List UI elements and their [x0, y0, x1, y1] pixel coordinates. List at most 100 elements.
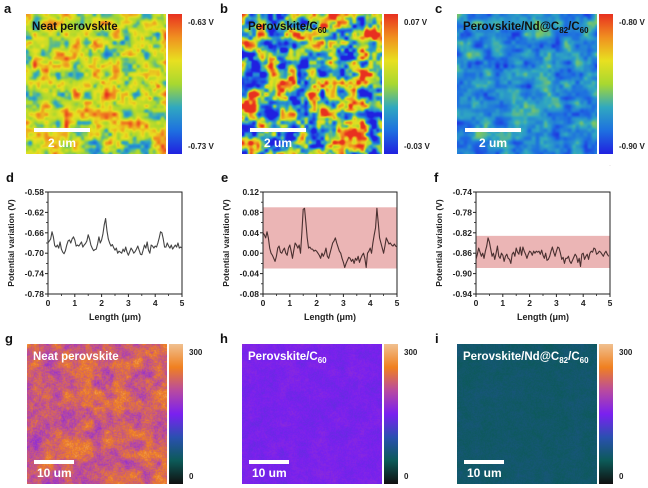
data-point — [325, 247, 327, 249]
data-point — [531, 254, 533, 256]
x-tick-label: 2 — [99, 298, 104, 308]
data-point — [123, 251, 125, 253]
panel-letter: e — [221, 170, 228, 185]
data-point — [334, 237, 336, 239]
map-image — [242, 14, 382, 154]
data-point — [169, 247, 171, 249]
scale-bar-label: 2 um — [479, 136, 508, 150]
data-point — [549, 255, 551, 257]
colorbar-max-label: 300 — [619, 348, 633, 357]
data-point — [280, 251, 281, 253]
data-point — [79, 243, 81, 245]
data-point — [296, 244, 297, 246]
data-point — [507, 257, 509, 259]
data-point — [530, 251, 532, 253]
data-point — [534, 252, 536, 254]
scale-bar — [465, 128, 521, 132]
x-axis-label: Length (μm) — [304, 312, 356, 322]
data-point — [107, 238, 109, 240]
data-point — [391, 244, 393, 246]
kpfm-map: Perovskite/C60 2 um — [242, 14, 382, 154]
map-sample-label: Neat perovskite — [33, 351, 119, 363]
map-sample-label: Neat perovskite — [32, 21, 118, 33]
data-point — [130, 247, 132, 249]
data-point — [497, 245, 498, 247]
data-point — [602, 255, 604, 257]
data-point — [593, 247, 595, 249]
scale-bar-label: 2 um — [264, 136, 293, 150]
data-point — [132, 249, 133, 251]
data-point — [332, 242, 334, 244]
data-point — [117, 252, 119, 254]
label-text: Neat perovskite — [32, 21, 118, 33]
data-point — [590, 250, 592, 252]
data-point — [329, 252, 331, 254]
data-line — [47, 217, 183, 256]
data-point — [338, 250, 340, 252]
data-point — [484, 250, 486, 252]
data-point — [180, 246, 182, 248]
data-point — [69, 239, 70, 241]
data-point — [70, 242, 72, 244]
data-point — [170, 244, 172, 246]
data-point — [501, 252, 502, 254]
map-sample-label: Perovskite/Nd@C82/C60 — [463, 21, 589, 35]
scale-bar-label: 10 um — [467, 466, 502, 480]
data-point — [306, 237, 308, 239]
data-point — [310, 248, 312, 250]
y-tick-label: 0.00 — [242, 248, 259, 258]
colorbar-min-label: 0 — [619, 472, 624, 481]
data-point — [337, 246, 339, 248]
data-point — [305, 222, 307, 223]
data-point — [566, 257, 568, 259]
label-text: Perovskite/C — [248, 351, 318, 363]
label-text: /C — [568, 21, 580, 33]
x-axis-label: Length (μm) — [89, 312, 141, 322]
data-point — [67, 240, 69, 242]
data-point — [158, 237, 160, 239]
data-point — [380, 242, 382, 244]
data-point — [285, 252, 287, 254]
data-point — [326, 255, 328, 257]
data-point — [565, 257, 567, 259]
scale-bar — [34, 460, 74, 464]
data-point — [369, 247, 371, 249]
x-tick-label: 3 — [554, 298, 559, 308]
data-point — [608, 255, 610, 257]
data-point — [526, 257, 528, 259]
label-subscript: 82 — [559, 356, 569, 365]
data-point — [574, 253, 576, 255]
data-point — [475, 258, 477, 260]
data-point — [281, 252, 283, 254]
y-tick-label: -0.78 — [453, 207, 473, 217]
data-point — [89, 238, 90, 240]
data-point — [173, 246, 175, 248]
x-tick-label: 1 — [500, 298, 505, 308]
label-text: Neat perovskite — [33, 351, 119, 363]
data-point — [138, 249, 140, 251]
data-point — [85, 243, 86, 244]
data-point — [90, 244, 92, 246]
data-point — [293, 249, 295, 251]
data-point — [537, 251, 539, 253]
x-tick-label: 0 — [46, 298, 51, 308]
data-point — [348, 256, 350, 258]
data-point — [181, 247, 183, 249]
data-point — [582, 252, 584, 254]
line-chart-e: e 0.12 0.08 0.04 0.00 -0.04 -0.080 1 2 3 4 5 Length … — [221, 170, 400, 322]
data-point — [55, 246, 57, 248]
data-point — [56, 244, 58, 246]
y-tick-label: -0.70 — [25, 248, 45, 258]
data-point — [106, 230, 108, 232]
data-point — [309, 246, 311, 248]
data-point — [87, 234, 89, 236]
y-tick-label: 0.08 — [242, 207, 259, 217]
colorbar-min-label: 0 — [404, 472, 409, 481]
data-point — [580, 266, 581, 267]
y-tick-label: -0.74 — [25, 269, 45, 279]
data-point — [547, 258, 549, 260]
data-point — [568, 255, 569, 257]
data-point — [162, 238, 164, 240]
scale-bar-label: 10 um — [252, 466, 287, 480]
data-point — [152, 245, 153, 247]
